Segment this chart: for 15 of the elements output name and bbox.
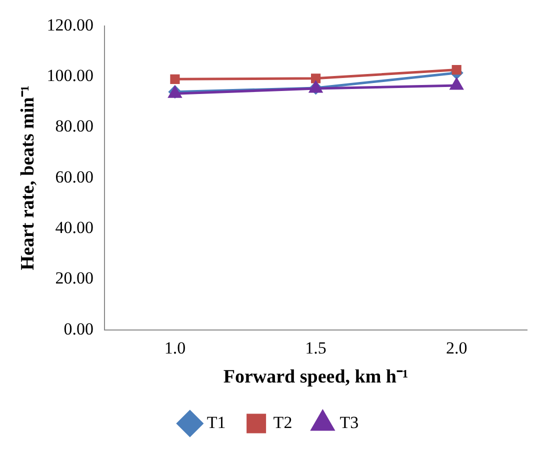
x-tick-label: 1.5: [305, 338, 326, 358]
legend-label: T3: [340, 412, 359, 432]
y-tick-label: 120.00: [46, 15, 94, 34]
y-tick-label: 80.00: [55, 116, 94, 136]
y-tick-label: 40.00: [55, 218, 94, 237]
legend-label: T2: [273, 412, 292, 432]
y-axis-title: Heart rate, beats min⁻¹: [17, 86, 38, 270]
y-tick-label: 0.00: [64, 319, 94, 338]
y-tick-label: 20.00: [55, 268, 94, 288]
x-axis-title: Forward speed, km h⁻¹: [223, 366, 408, 388]
legend-label: T1: [206, 412, 226, 432]
y-tick-label: 100.00: [46, 66, 94, 86]
y-tick-label: 60.00: [55, 167, 94, 186]
x-tick-label: 1.0: [164, 338, 186, 358]
x-tick-label: 2.0: [446, 338, 468, 358]
